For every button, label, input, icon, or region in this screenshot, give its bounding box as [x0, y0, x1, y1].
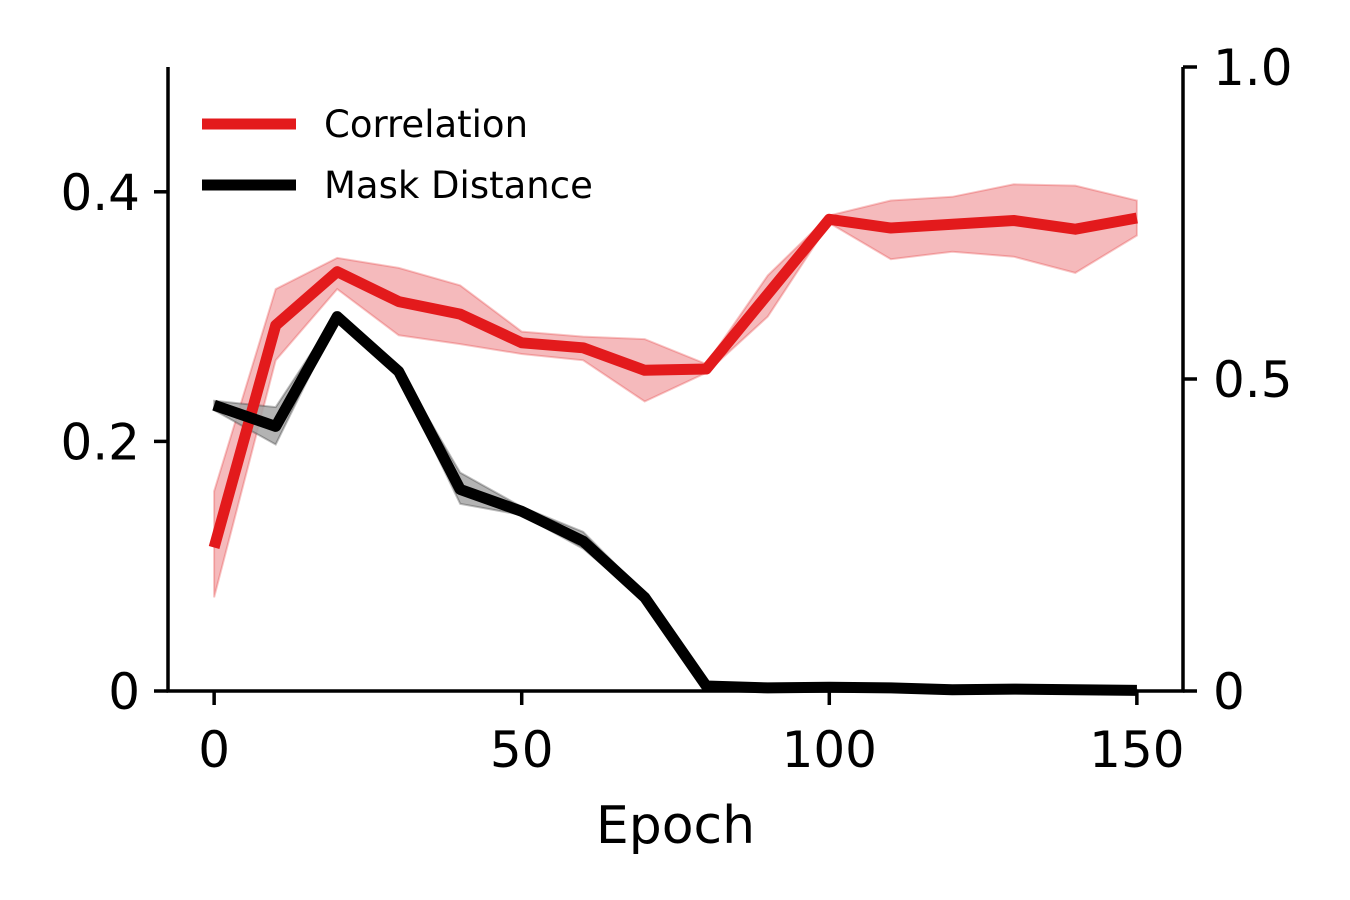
x-tick-label: 50	[490, 721, 554, 779]
correlation-line	[208, 212, 1138, 549]
y-right-tick-label: 0.5	[1213, 351, 1293, 409]
legend-label-mask-distance: Mask Distance	[324, 164, 593, 207]
x-tick-label: 100	[782, 721, 877, 779]
legend: Correlation Mask Distance	[202, 103, 593, 207]
y-left-tick-label: 0.4	[60, 164, 140, 222]
x-tick-label: 0	[198, 721, 230, 779]
y-right-tick-label: 0	[1213, 663, 1245, 721]
x-axis-title: Epoch	[596, 796, 755, 856]
confidence-bands	[213, 183, 1138, 693]
axes: 0 50 100 150 0 0.2 0.4 0 0.5 1.0 Epoch	[60, 39, 1292, 856]
legend-label-correlation: Correlation	[324, 103, 528, 146]
correlation-band	[213, 183, 1138, 598]
y-left-tick-label: 0	[108, 663, 140, 721]
y-right-tick-label: 1.0	[1213, 39, 1293, 97]
y-left-tick-label: 0.2	[60, 413, 140, 471]
x-tick-label: 150	[1089, 721, 1184, 779]
